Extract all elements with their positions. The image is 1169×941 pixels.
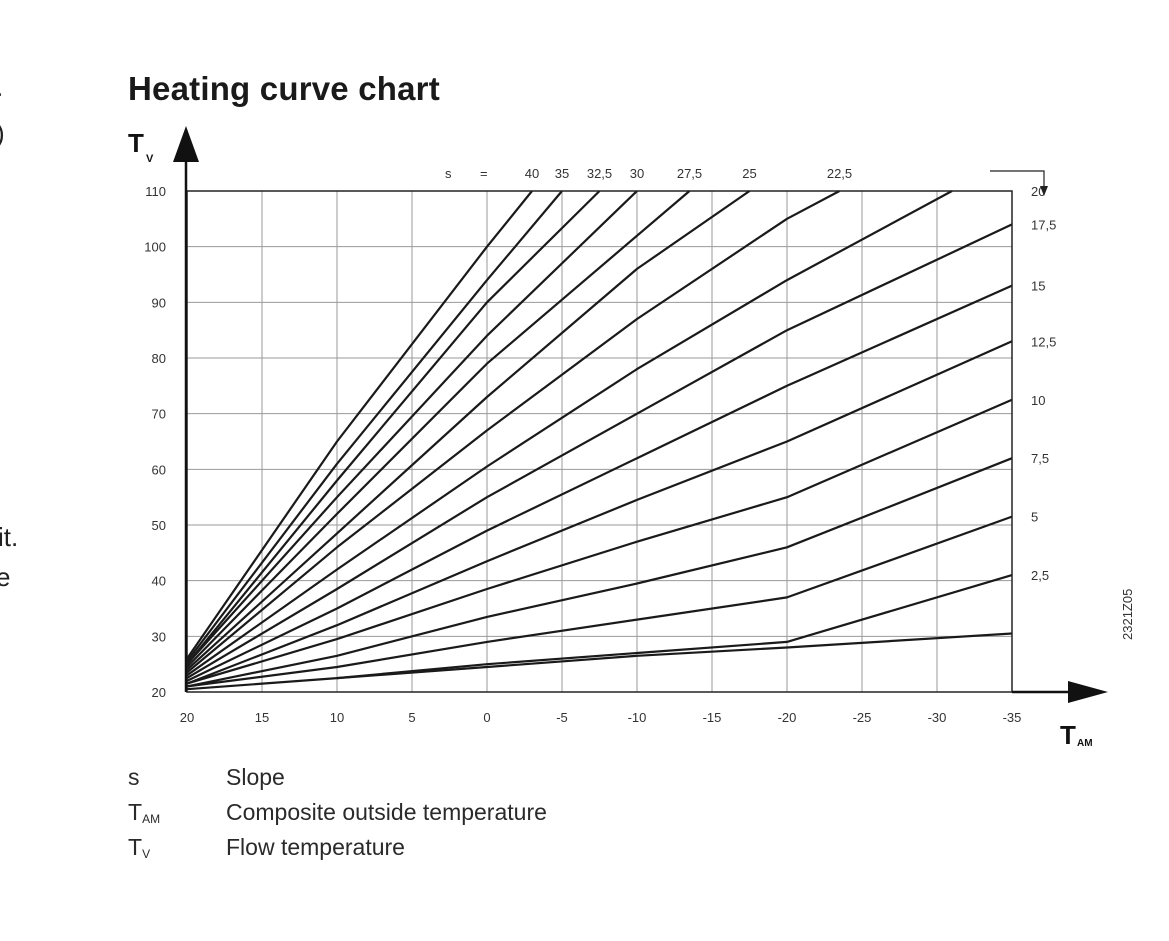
x-tick-label: 10 [330,710,344,725]
slope-label: 27,5 [677,166,702,181]
x-tick-label: -35 [1003,710,1022,725]
heating-curve-line [186,190,691,668]
x-tick-label: -15 [703,710,722,725]
cropped-edge-text: it. [0,522,19,552]
legend-row: s Slope [128,760,547,795]
heating-curve-line [186,190,751,671]
legend-text: Composite outside temperature [226,799,547,825]
y-tick-label: 90 [152,295,166,310]
heating-curve-line [186,574,1013,691]
x-tick-label: 15 [255,710,269,725]
slope-label: 17,5 [1031,217,1056,232]
legend-symbol: s [128,764,140,790]
slope-label: 7,5 [1031,451,1049,466]
slope-label: 12,5 [1031,334,1056,349]
legend-row: TAM Composite outside temperature [128,795,547,830]
slope-label: 40 [525,166,539,181]
slope-label: 10 [1031,393,1045,408]
x-tick-label: -30 [928,710,947,725]
plot-area-frame [186,190,1013,693]
heating-curve-line [186,190,953,677]
chart-title: Heating curve chart [128,70,440,107]
y-tick-label: 20 [152,685,166,700]
slope-label: 32,5 [587,166,612,181]
cropped-edge-text: ) [0,118,5,149]
heating-curve-line [186,190,841,674]
slope-label: 30 [630,166,644,181]
heating-curve-line [186,223,1013,680]
x-axis-label: T [1060,720,1076,750]
slope-legend-prefix: s [445,166,452,181]
x-tick-label: 20 [180,710,194,725]
y-tick-label: 30 [152,629,166,644]
y-tick-label: 80 [152,351,166,366]
slope-label: 2,5 [1031,568,1049,583]
slope-label: 35 [555,166,569,181]
x-axis-ticks: 20 15 10 5 0 -5 -10 -15 -20 -25 -30 -35 [180,710,1022,725]
heating-curve-line [186,190,638,665]
heating-curve-line [186,284,1013,682]
y-axis-label-subscript: V [146,153,154,165]
x-axis-label-subscript: AM [1077,738,1093,749]
x-tick-label: -5 [556,710,568,725]
cropped-edge-text: e [0,562,11,592]
heating-curve-line [336,632,1013,680]
y-axis-ticks: 110 100 90 80 70 60 50 40 30 20 [144,184,166,700]
x-tick-label: 0 [483,710,490,725]
y-tick-label: 70 [152,407,166,422]
heating-curve-line [186,515,1013,688]
heating-curve-line [186,190,533,660]
legend-text: Slope [226,764,285,790]
y-axis-arrow [173,126,199,692]
cropped-edge-text: . [0,72,3,103]
y-tick-label: 60 [152,462,166,477]
slope-label: 15 [1031,279,1045,294]
heating-curve-line [186,340,1013,685]
heating-curve-line [186,190,563,663]
legend: s Slope TAM Composite outside temperatur… [128,760,547,865]
slope-label: 25 [742,166,756,181]
slope-label-leader-arrow [990,170,1048,196]
legend-text: Flow temperature [226,834,405,860]
heating-curve-line [186,457,1013,688]
y-axis-label: T [128,128,144,158]
legend-symbol: TV [128,834,151,861]
y-tick-label: 110 [145,184,166,199]
x-tick-label: -20 [778,710,797,725]
heating-curve-line [186,190,601,665]
x-axis-arrow [1012,681,1108,703]
chart-series [186,190,1013,691]
slope-label: 5 [1031,510,1038,525]
figure-code: 2321Z05 [1120,589,1135,640]
y-tick-label: 50 [152,518,166,533]
chart-grid [186,190,1013,693]
legend-row: TV Flow temperature [128,830,547,865]
y-tick-label: 40 [152,574,166,589]
x-tick-label: -10 [628,710,647,725]
slope-legend-equals: = [480,166,488,181]
slope-label: 22,5 [827,166,852,181]
slope-labels: 40 35 32,5 30 27,5 25 22,52017,51512,5107,552,… [525,166,1057,583]
y-tick-label: 100 [144,240,166,255]
legend-symbol: TAM [128,799,161,826]
x-tick-label: 5 [408,710,415,725]
x-tick-label: -25 [853,710,872,725]
heating-curve-line [186,398,1013,685]
